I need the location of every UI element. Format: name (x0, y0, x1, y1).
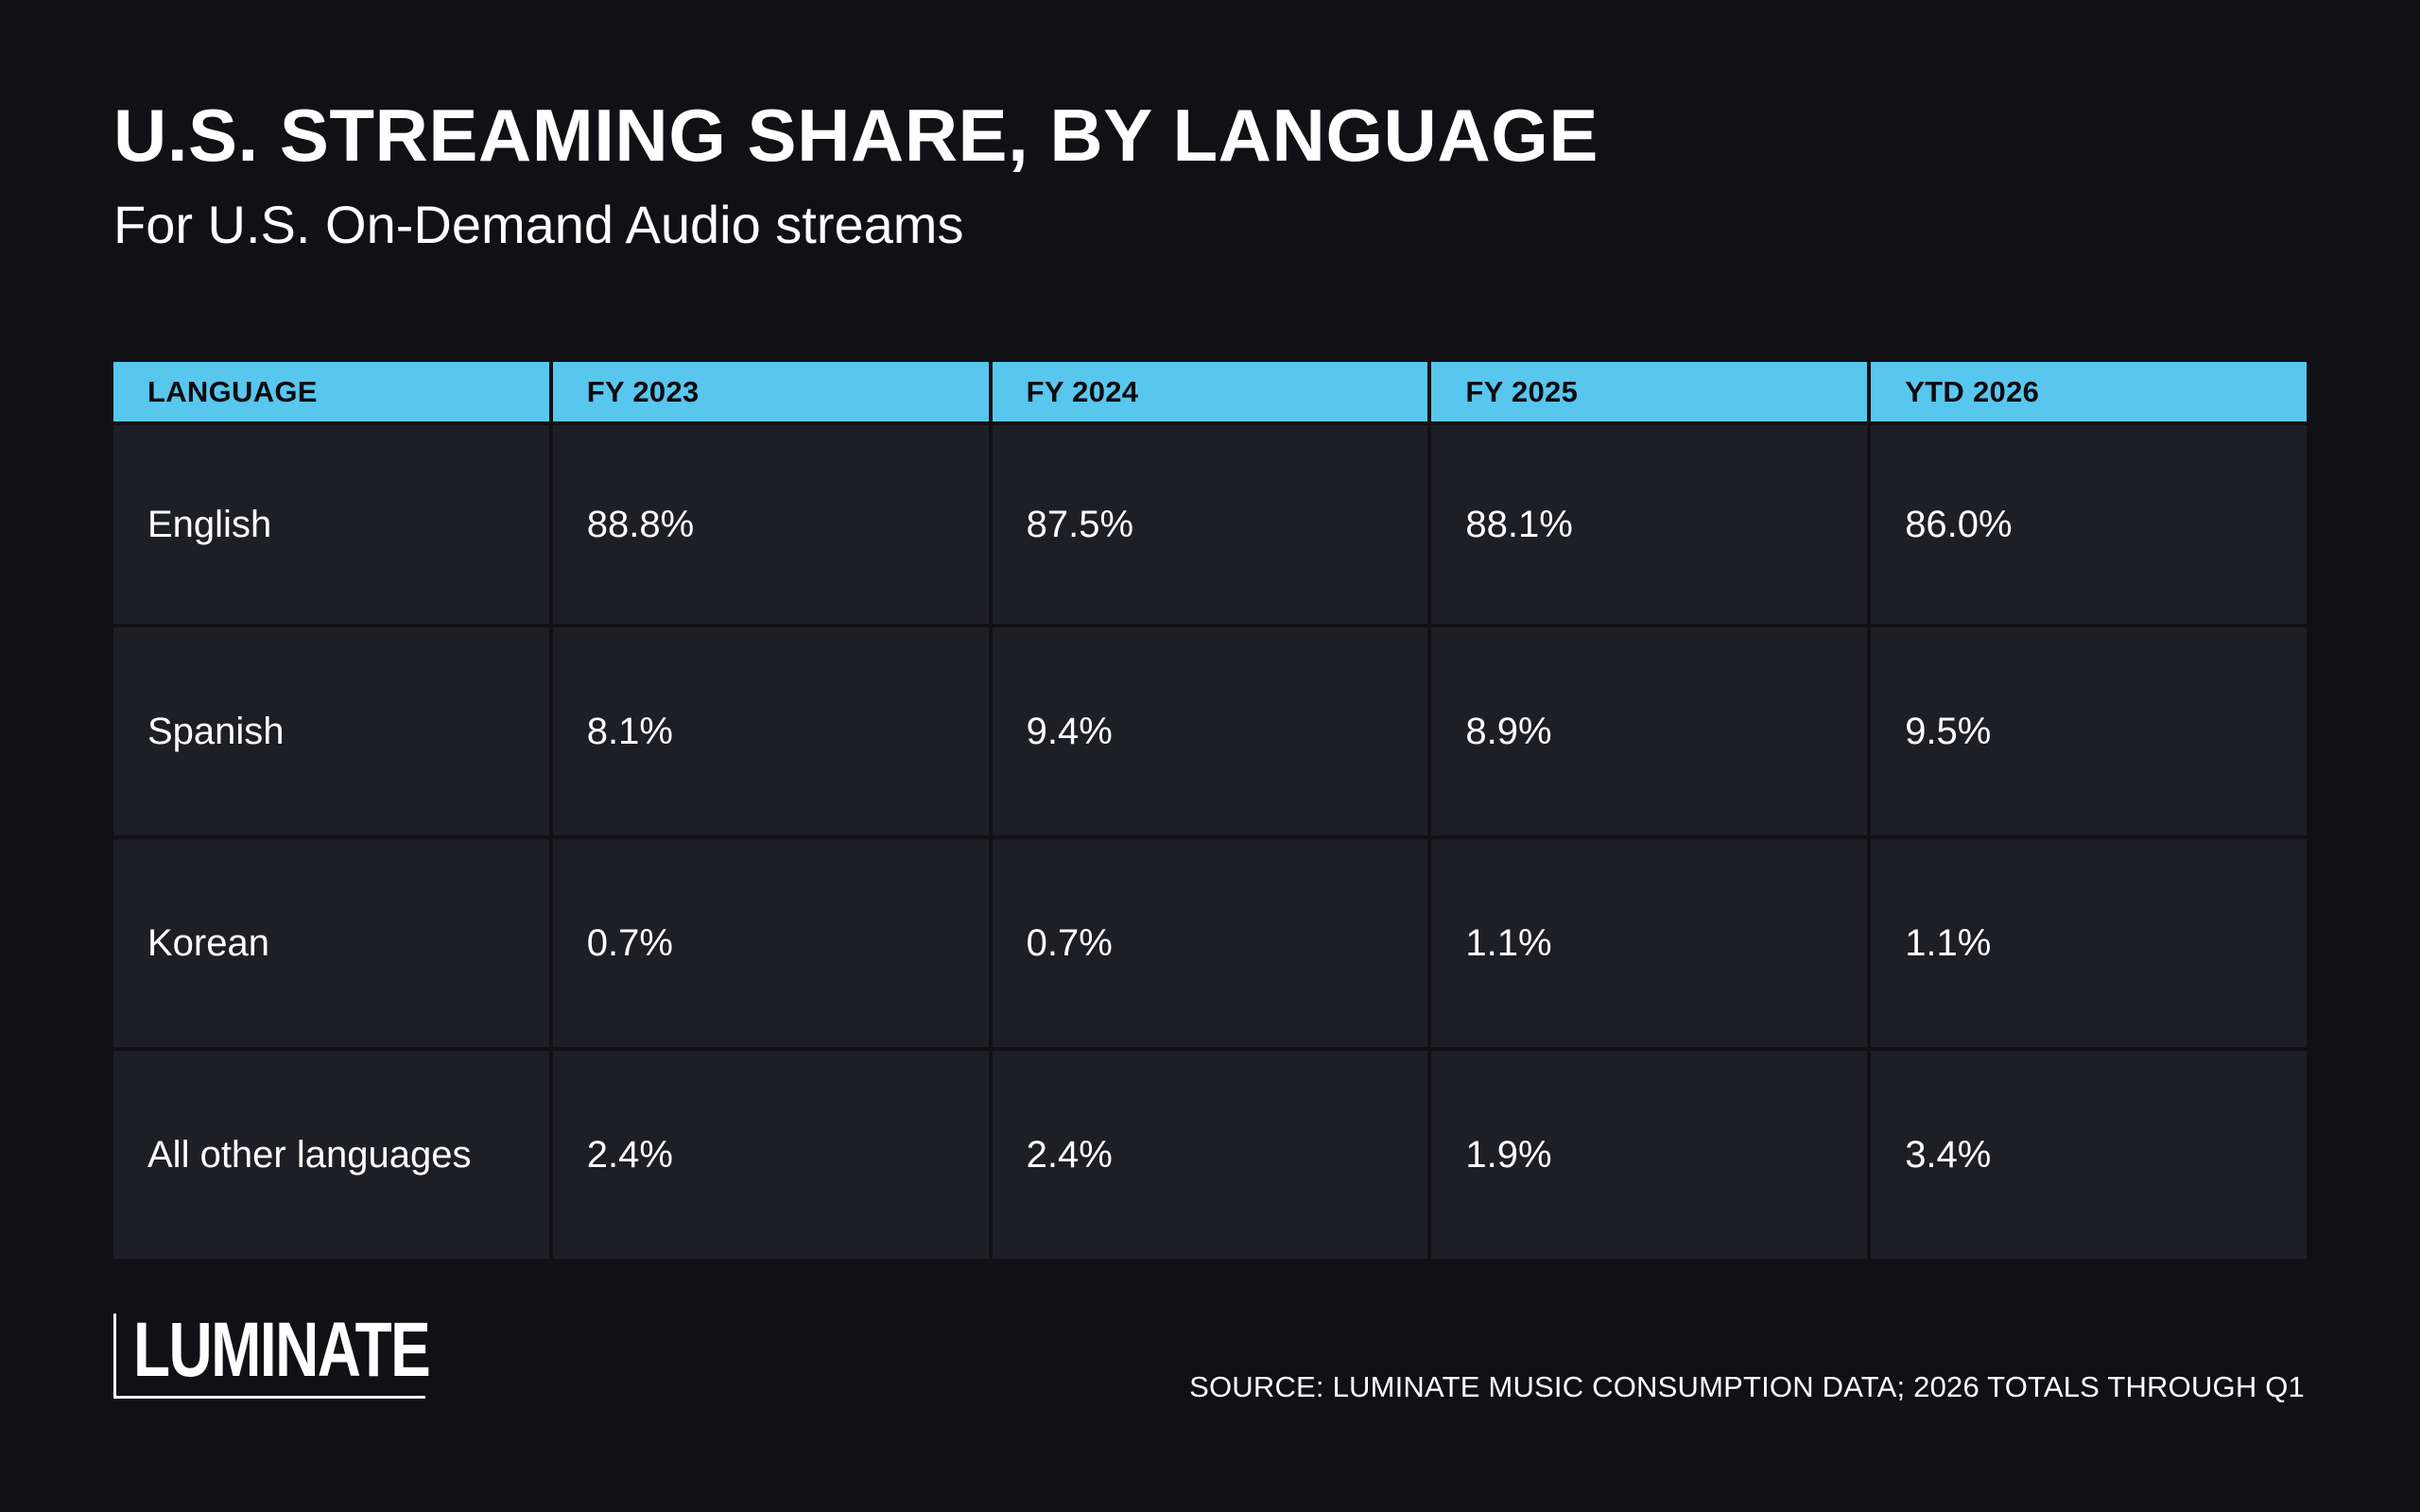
value-cell: 2.4% (992, 1051, 1428, 1259)
value-cell: 0.7% (992, 839, 1428, 1047)
table-row: Korean 0.7% 0.7% 1.1% 1.1% (113, 839, 2307, 1047)
value-cell: 0.7% (552, 839, 989, 1047)
data-table-container: LANGUAGE FY 2023 FY 2024 FY 2025 YTD 202… (113, 362, 2307, 1259)
value-cell: 88.8% (552, 425, 989, 624)
value-cell: 9.5% (1871, 627, 2307, 835)
value-cell: 9.4% (992, 627, 1428, 835)
column-header: FY 2023 (552, 362, 989, 421)
value-cell: 1.9% (1431, 1051, 1868, 1259)
value-cell: 8.9% (1431, 627, 1868, 835)
chart-subtitle: For U.S. On-Demand Audio streams (113, 195, 964, 254)
table-row: Spanish 8.1% 9.4% 8.9% 9.5% (113, 627, 2307, 835)
value-cell: 2.4% (552, 1051, 989, 1259)
value-cell: 1.1% (1431, 839, 1868, 1047)
language-cell: All other languages (113, 1051, 549, 1259)
logo-wordmark: LUMINATE (133, 1307, 431, 1393)
value-cell: 8.1% (552, 627, 989, 835)
language-cell: English (113, 425, 549, 624)
value-cell: 3.4% (1871, 1051, 2307, 1259)
streaming-share-table: LANGUAGE FY 2023 FY 2024 FY 2025 YTD 202… (110, 358, 2310, 1263)
column-header: YTD 2026 (1871, 362, 2307, 421)
luminate-logo: LUMINATE (113, 1312, 431, 1399)
value-cell: 1.1% (1871, 839, 2307, 1047)
table-header-row: LANGUAGE FY 2023 FY 2024 FY 2025 YTD 202… (113, 362, 2307, 421)
column-header: LANGUAGE (113, 362, 549, 421)
value-cell: 87.5% (992, 425, 1428, 624)
chart-title: U.S. STREAMING SHARE, BY LANGUAGE (113, 94, 1599, 177)
language-cell: Korean (113, 839, 549, 1047)
language-cell: Spanish (113, 627, 549, 835)
column-header: FY 2024 (992, 362, 1428, 421)
value-cell: 88.1% (1431, 425, 1868, 624)
value-cell: 86.0% (1871, 425, 2307, 624)
table-row: English 88.8% 87.5% 88.1% 86.0% (113, 425, 2307, 624)
column-header: FY 2025 (1431, 362, 1868, 421)
table-row: All other languages 2.4% 2.4% 1.9% 3.4% (113, 1051, 2307, 1259)
source-note: SOURCE: LUMINATE MUSIC CONSUMPTION DATA;… (1189, 1370, 2305, 1403)
